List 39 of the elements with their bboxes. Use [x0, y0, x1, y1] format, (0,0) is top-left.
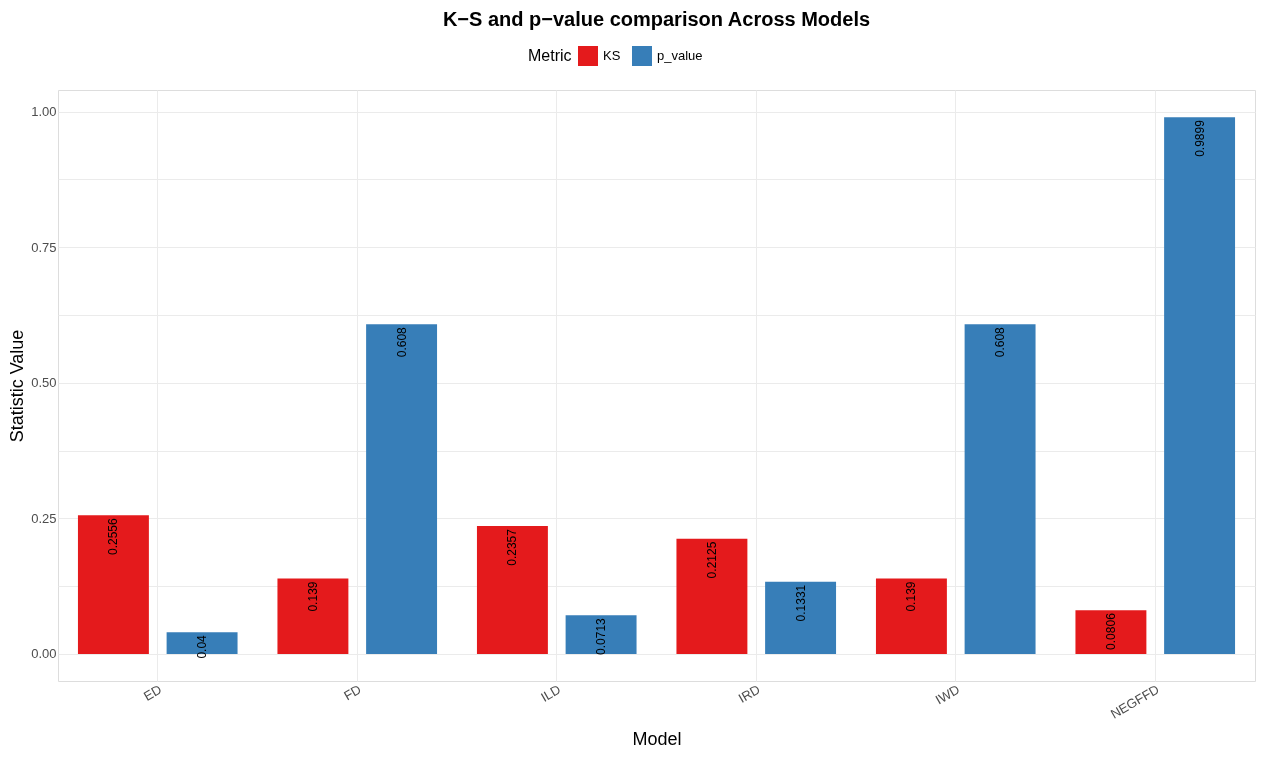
data-label: 0.2357 — [505, 528, 520, 566]
bar — [765, 581, 837, 654]
data-label: 0.1331 — [793, 584, 808, 622]
bar — [277, 578, 349, 654]
x-tick-label: IWD — [932, 681, 963, 708]
bar — [964, 324, 1036, 654]
data-label: 0.608 — [993, 326, 1008, 358]
bar — [875, 578, 947, 654]
x-tick-label: ED — [141, 681, 165, 704]
y-axis-title: Statistic Value — [7, 329, 28, 443]
y-tick-label: 1.00 — [31, 104, 57, 120]
legend-title: Metric — [528, 47, 572, 64]
bar — [1164, 117, 1236, 654]
x-tick-label: FD — [341, 681, 364, 704]
data-label: 0.04 — [195, 634, 210, 659]
x-tick-label: IRD — [735, 681, 763, 706]
data-label: 0.2556 — [106, 517, 121, 556]
data-label: 0.2125 — [704, 541, 719, 579]
x-axis-title: Model — [632, 729, 682, 750]
data-label: 0.0806 — [1103, 612, 1118, 650]
bar — [476, 526, 548, 654]
x-tick-label: ILD — [538, 681, 564, 705]
y-tick-label: 0.75 — [31, 239, 57, 255]
y-tick-label: 0.50 — [31, 375, 57, 391]
data-label: 0.608 — [394, 326, 409, 358]
y-tick-label: 0.00 — [31, 646, 57, 662]
legend-label: p_value — [657, 48, 703, 63]
data-label: 0.139 — [305, 581, 320, 612]
legend-label: KS — [603, 48, 621, 63]
bar — [1075, 610, 1147, 654]
data-label: 0.9899 — [1192, 119, 1207, 157]
bar — [77, 515, 149, 654]
bar — [366, 324, 438, 654]
bar — [565, 615, 637, 654]
chart-title: K−S and p−value comparison Across Models — [442, 8, 871, 30]
y-tick-label: 0.25 — [31, 510, 57, 526]
bar — [676, 538, 748, 654]
data-label: 0.0713 — [594, 617, 609, 655]
data-label: 0.139 — [904, 581, 919, 612]
